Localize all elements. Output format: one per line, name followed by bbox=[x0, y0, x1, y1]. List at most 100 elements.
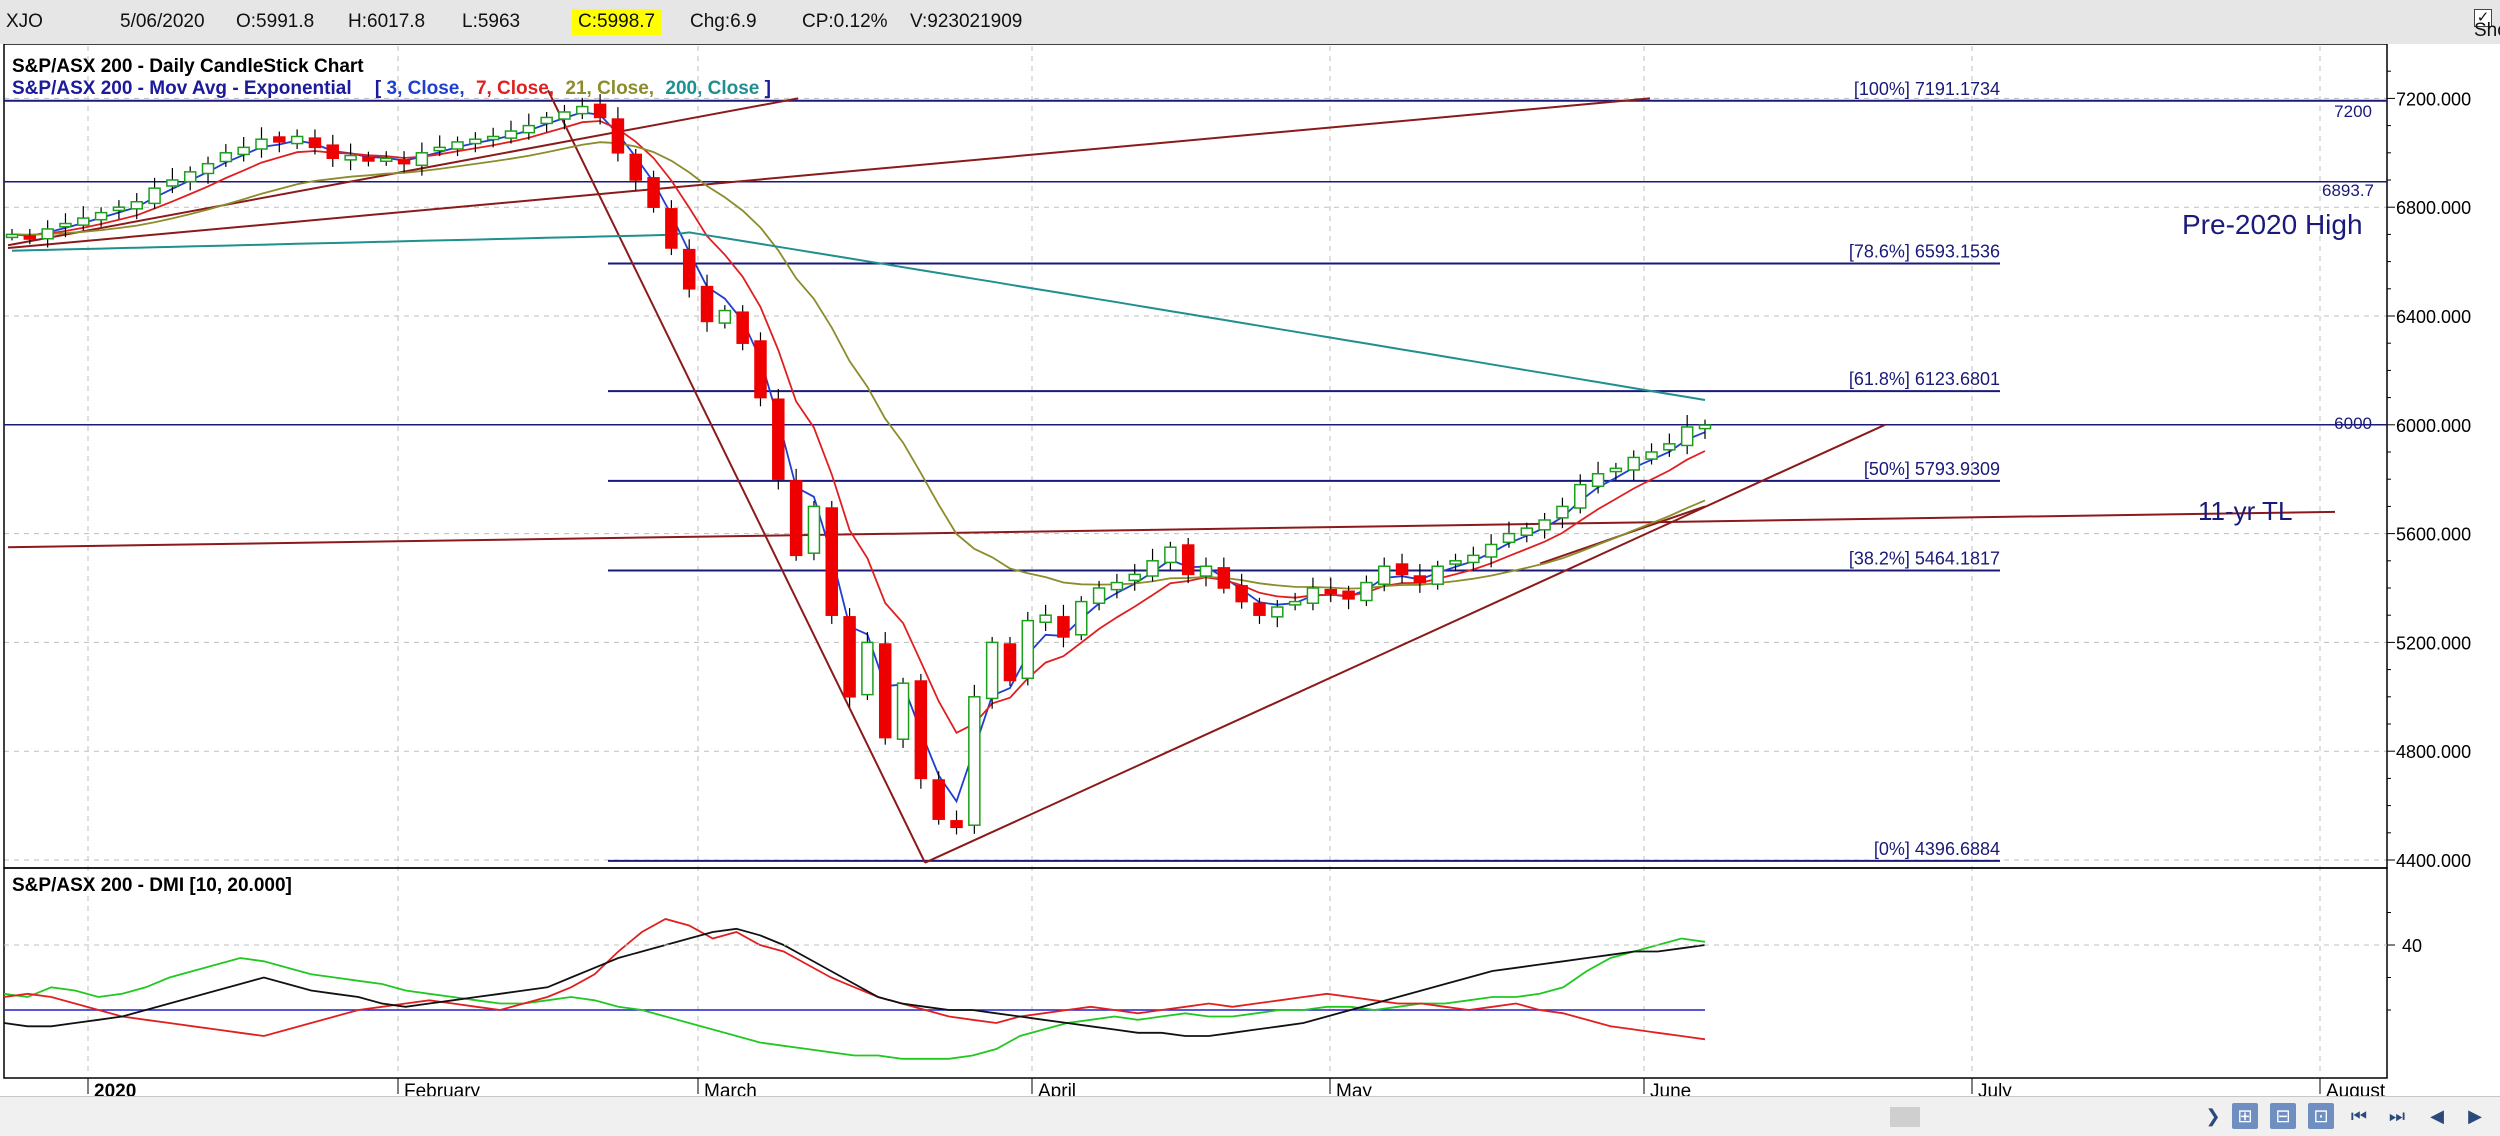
candle-body bbox=[1698, 424, 1712, 430]
candle-body bbox=[1413, 575, 1427, 584]
zoom-out-icon[interactable]: ⊟ bbox=[2270, 1103, 2296, 1129]
symbol: XJO bbox=[6, 11, 43, 32]
candle-body bbox=[1128, 573, 1141, 582]
x-tick-label: February bbox=[404, 1081, 481, 1096]
candle-body bbox=[1431, 565, 1444, 585]
candle-body bbox=[914, 680, 928, 780]
candle-body bbox=[736, 311, 749, 344]
pre2020-label: Pre-2020 High bbox=[2182, 209, 2363, 240]
candle-body bbox=[486, 135, 500, 141]
candle-body bbox=[469, 138, 482, 145]
candle-body bbox=[504, 130, 518, 139]
candle-body bbox=[59, 222, 72, 228]
trendlines bbox=[7, 89, 2336, 864]
candle-body bbox=[5, 233, 19, 239]
nav-next-icon[interactable]: ▶ bbox=[2468, 1106, 2482, 1126]
y-tick-label: 7200.000 bbox=[2396, 89, 2471, 109]
candle-body bbox=[219, 152, 233, 163]
candle-body bbox=[148, 187, 161, 205]
candle-body bbox=[415, 152, 429, 167]
quote-change-pct: CP:0.12% bbox=[802, 11, 888, 32]
candle-body bbox=[1627, 456, 1640, 471]
candle-body bbox=[611, 118, 625, 154]
zoom-fit-icon[interactable]: ⊡ bbox=[2308, 1103, 2334, 1129]
candle-body bbox=[1075, 600, 1088, 636]
trendline bbox=[547, 89, 926, 864]
scroll-right-button[interactable]: ❯ bbox=[2205, 1106, 2221, 1126]
ma-legend-21: 21, Close, bbox=[565, 78, 654, 99]
candle-body bbox=[201, 162, 215, 175]
minus-di-line bbox=[3, 918, 1706, 1041]
y-tick-label: 6400.000 bbox=[2396, 307, 2471, 327]
ma-legend-7: 7, Close, bbox=[476, 78, 554, 99]
candle-body bbox=[41, 228, 54, 240]
candle-body bbox=[130, 201, 143, 210]
quote-volume: V:923021909 bbox=[910, 11, 1023, 32]
candle-body bbox=[932, 779, 945, 820]
candle-body bbox=[1538, 519, 1551, 531]
zoom-in-icon[interactable]: ⊞ bbox=[2232, 1103, 2258, 1129]
candle-body bbox=[183, 171, 197, 183]
price-axis: 7200.000 6800.000 6400.000 6000.000 5600.000… bbox=[2387, 70, 2471, 871]
candle-body bbox=[1110, 581, 1124, 591]
chart-area: [100%] 7191.1734 [78.6%] 6593.1536 [61.8%]… bbox=[0, 44, 2500, 1096]
quote-date: 5/06/2020 bbox=[120, 11, 205, 32]
candle-body bbox=[968, 696, 981, 826]
show-last-toggle[interactable]: ✓ Show Last bbox=[2474, 9, 2500, 41]
fib-label: [50%] 5793.9309 bbox=[1864, 459, 2000, 479]
candle-body bbox=[1484, 543, 1498, 558]
dmi-title: S&P/ASX 200 - DMI [10, 20.000] bbox=[12, 875, 292, 896]
candle-body bbox=[558, 111, 571, 120]
candle-body bbox=[950, 820, 963, 829]
candle-body bbox=[629, 153, 642, 181]
fib-label: [100%] 7191.1734 bbox=[1854, 79, 2000, 99]
x-tick-label: July bbox=[1978, 1081, 2012, 1096]
candle-body bbox=[1502, 532, 1516, 544]
candle-body bbox=[540, 116, 553, 125]
candle-body bbox=[1306, 587, 1320, 604]
candle-body bbox=[308, 137, 322, 149]
horizontal-levels bbox=[4, 180, 2387, 426]
ma-legend-200: 200, Close bbox=[665, 78, 759, 99]
fib-label: [38.2%] 5464.1817 bbox=[1849, 549, 2000, 569]
candle-body bbox=[1039, 614, 1052, 624]
candle-body bbox=[1003, 643, 1017, 682]
x-tick-label: August bbox=[2326, 1081, 2386, 1096]
candle-body bbox=[1092, 587, 1106, 604]
candle-body bbox=[1324, 588, 1338, 595]
bottom-toolbar: ❯ ⊞ ⊟ ⊡ ⏮ ⏭ ◀ ▶ bbox=[0, 1096, 2500, 1136]
dmi-y-tick-label: 40 bbox=[2402, 936, 2422, 956]
nav-first-icon[interactable]: ⏮ bbox=[2350, 1106, 2368, 1126]
candle-body bbox=[825, 507, 839, 616]
candle-body bbox=[985, 641, 999, 700]
candle-body bbox=[1288, 600, 1302, 606]
candle-body bbox=[1199, 565, 1213, 577]
candle-body bbox=[700, 285, 714, 323]
x-tick-label: March bbox=[704, 1081, 757, 1096]
candles bbox=[5, 94, 1712, 835]
ma-legend-bracket-open: [ bbox=[375, 78, 382, 99]
dmi-indicator: 40 bbox=[3, 912, 2422, 1060]
ma-legend-bracket-close: ] bbox=[765, 78, 771, 99]
trendline bbox=[924, 423, 1886, 864]
nav-last-icon[interactable]: ⏭ bbox=[2388, 1106, 2406, 1126]
candle-body bbox=[1021, 619, 1035, 680]
trendline bbox=[7, 510, 2336, 549]
candle-body bbox=[896, 682, 910, 740]
ma-legend-prefix: S&P/ASX 200 - Mov Avg - Exponential bbox=[12, 78, 352, 99]
candle-body bbox=[166, 179, 179, 187]
candle-body bbox=[23, 235, 37, 240]
candle-body bbox=[789, 480, 803, 557]
quote-high: H:6017.8 bbox=[348, 11, 426, 32]
candle-body bbox=[1663, 443, 1676, 451]
candle-body bbox=[94, 211, 108, 221]
x-tick-label: June bbox=[1650, 1081, 1691, 1096]
nav-prev-icon[interactable]: ◀ bbox=[2430, 1106, 2444, 1126]
candle-body bbox=[1520, 527, 1534, 536]
candle-body bbox=[397, 159, 411, 165]
show-last-checkbox[interactable]: ✓ bbox=[2474, 9, 2492, 27]
fib-label: [0%] 4396.6884 bbox=[1874, 839, 2000, 859]
quote-close: C:5998.7 bbox=[572, 9, 662, 35]
candle-body bbox=[1360, 581, 1373, 602]
scrollbar-thumb[interactable] bbox=[1890, 1107, 1920, 1127]
